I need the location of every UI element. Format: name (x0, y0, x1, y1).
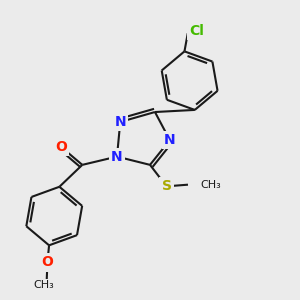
Text: Cl: Cl (190, 24, 205, 38)
Text: S: S (161, 179, 172, 193)
Text: CH₃: CH₃ (34, 280, 55, 290)
Text: N: N (111, 150, 123, 164)
Text: CH₃: CH₃ (200, 180, 221, 190)
Text: N: N (164, 133, 176, 147)
Text: N: N (115, 115, 126, 129)
Text: O: O (55, 140, 67, 154)
Text: O: O (41, 256, 53, 269)
